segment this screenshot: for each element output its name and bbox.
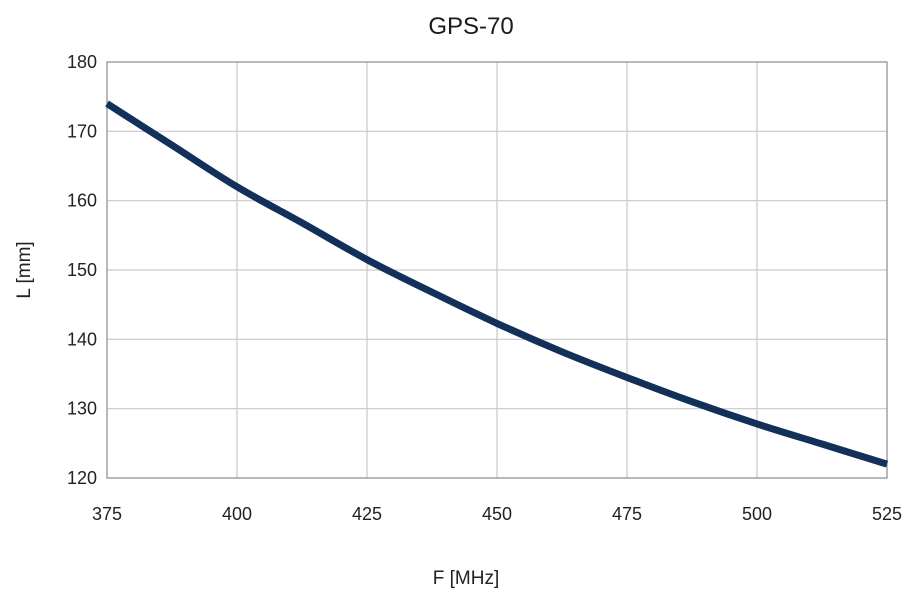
y-tick-label: 150 — [67, 260, 97, 280]
y-tick-labels: 120 130 140 150 160 170 180 — [67, 52, 97, 488]
plot-area-border — [106, 61, 888, 479]
y-tick-label: 140 — [67, 329, 97, 349]
series-layer — [105, 100, 889, 468]
y-axis-label: L [mm] — [14, 241, 35, 298]
x-tick-label: 450 — [482, 504, 512, 524]
grid — [107, 62, 887, 478]
x-axis-label: F [MHz] — [433, 568, 500, 589]
chart-title: GPS-70 — [428, 13, 513, 40]
x-tick-label: 375 — [92, 504, 122, 524]
x-tick-label: 400 — [222, 504, 252, 524]
y-tick-label: 160 — [67, 191, 97, 211]
x-tick-label: 525 — [872, 504, 902, 524]
x-tick-label: 475 — [612, 504, 642, 524]
y-tick-label: 130 — [67, 399, 97, 419]
x-tick-label: 500 — [742, 504, 772, 524]
y-tick-label: 170 — [67, 121, 97, 141]
series-line — [105, 100, 889, 468]
x-tick-label: 425 — [352, 504, 382, 524]
y-tick-label: 120 — [67, 468, 97, 488]
y-tick-label: 180 — [67, 52, 97, 72]
x-tick-labels: 375 400 425 450 475 500 525 — [92, 504, 902, 524]
